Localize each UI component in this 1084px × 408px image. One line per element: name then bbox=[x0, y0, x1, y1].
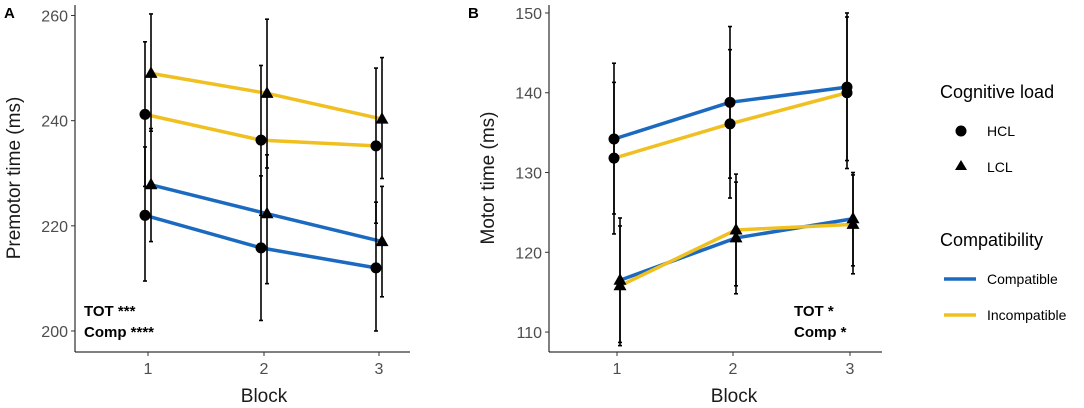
panel-a-point-lcl bbox=[375, 234, 389, 247]
legend-lcl-triangle-icon bbox=[955, 160, 967, 170]
panel-a-point-lcl bbox=[375, 112, 389, 124]
panel-b-point-lcl bbox=[729, 222, 743, 235]
legend-incompatible-label: Incompatible bbox=[987, 307, 1067, 323]
panel-b-annotation-tot: TOT * bbox=[794, 303, 834, 320]
panel-b-point-lcl bbox=[846, 217, 860, 229]
panel-a-x-label: Block bbox=[241, 386, 288, 407]
panel-a-point-hcl bbox=[370, 140, 382, 152]
panel-a-annotation-tot: TOT *** bbox=[84, 303, 136, 320]
panel-b-x-label: Block bbox=[711, 386, 758, 407]
panel-a-point-lcl bbox=[260, 86, 274, 98]
panel-a-y-tick-label: 240 bbox=[41, 114, 68, 131]
panel-a-point-hcl bbox=[139, 209, 151, 221]
panel-b-point-hcl bbox=[608, 152, 620, 164]
panel-a-x-tick-label: 1 bbox=[144, 361, 153, 378]
panel-b-x-tick-label: 3 bbox=[846, 361, 855, 378]
panel-a-y-tick-label: 200 bbox=[41, 324, 68, 341]
legend-hcl-circle-icon bbox=[955, 125, 967, 137]
legend-compat-title: Compatibility bbox=[940, 230, 1043, 250]
panel-a-annotation-comp: Comp **** bbox=[84, 324, 154, 341]
panel-a-y-tick-label: 220 bbox=[41, 219, 68, 236]
panel-b-x-tick-label: 1 bbox=[613, 361, 622, 378]
panel-a-x-tick-label: 3 bbox=[375, 361, 384, 378]
panel-b: B Motor time (ms) Block TOT * Comp * 110… bbox=[468, 5, 882, 407]
panel-a-point-hcl bbox=[139, 108, 151, 120]
legend: Cognitive load HCL LCL Compatibility Com… bbox=[940, 82, 1067, 323]
panel-b-point-hcl bbox=[841, 87, 853, 99]
panel-a-y-label: Premotor time (ms) bbox=[4, 97, 25, 260]
legend-hcl-label: HCL bbox=[987, 123, 1015, 139]
panel-b-y-tick-label: 140 bbox=[515, 86, 542, 103]
legend-load-title: Cognitive load bbox=[940, 82, 1054, 102]
panel-a-point-hcl bbox=[255, 242, 267, 254]
panel-b-y-tick-label: 120 bbox=[515, 245, 542, 262]
panel-b-label: B bbox=[468, 5, 479, 22]
panel-a-point-lcl bbox=[144, 177, 158, 190]
panel-a: A Premotor time (ms) Block TOT *** Comp … bbox=[4, 5, 410, 407]
panel-a-point-lcl bbox=[260, 206, 274, 219]
panel-a-point-hcl bbox=[370, 262, 382, 274]
panel-b-point-hcl bbox=[724, 118, 736, 130]
panel-b-y-tick-label: 130 bbox=[515, 166, 542, 183]
panel-b-y-tick-label: 150 bbox=[515, 6, 542, 23]
panel-a-x-tick-label: 2 bbox=[260, 361, 269, 378]
panel-b-y-tick-label: 110 bbox=[516, 325, 542, 342]
legend-compatible-label: Compatible bbox=[987, 271, 1058, 287]
panel-b-y-label: Motor time (ms) bbox=[478, 112, 499, 245]
panel-a-label: A bbox=[4, 5, 15, 22]
panel-a-point-hcl bbox=[255, 134, 267, 146]
panel-b-annotation-comp: Comp * bbox=[794, 324, 847, 341]
panel-b-x-tick-label: 2 bbox=[729, 361, 738, 378]
panel-b-point-lcl bbox=[613, 278, 627, 291]
panel-a-point-lcl bbox=[144, 66, 158, 78]
panel-a-y-tick-label: 260 bbox=[41, 9, 68, 26]
legend-lcl-label: LCL bbox=[987, 159, 1013, 175]
